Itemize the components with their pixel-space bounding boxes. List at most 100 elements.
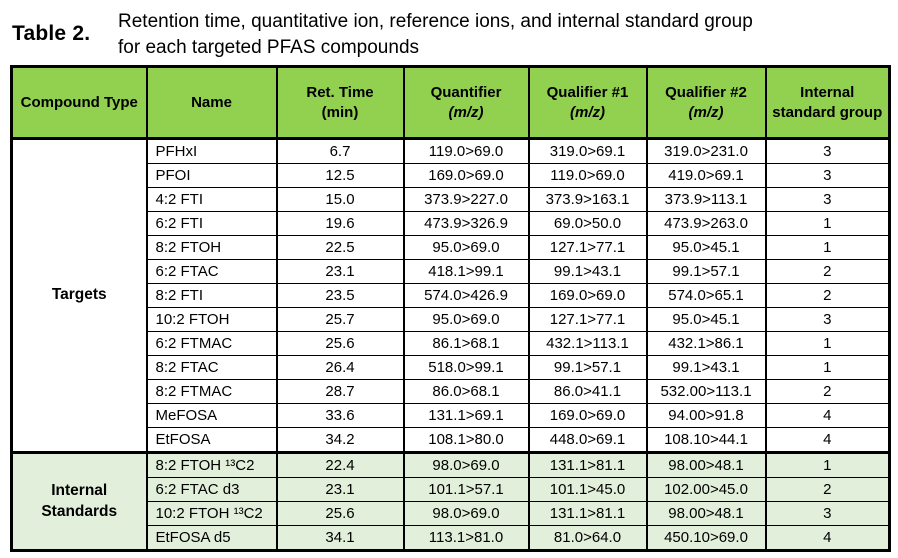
table-row: 8:2 FTMAC 28.7 86.0>68.1 86.0>41.1 532.00>11…	[11, 379, 891, 404]
cell-qualifier-2: 473.9>263.0	[645, 211, 767, 236]
cell-quantifier: 119.0>69.0	[402, 138, 530, 164]
table-row: 6:2 FTAC 23.1 418.1>99.1 99.1>43.1 99.1>57.1…	[11, 259, 891, 284]
cell-quantifier: 98.0>69.0	[402, 451, 530, 478]
table-number-label: Table 2.	[12, 22, 91, 45]
cell-qualifier-2: 98.00>48.1	[645, 501, 767, 526]
cell-qualifier-2: 98.00>48.1	[645, 451, 767, 478]
cell-quantifier: 169.0>69.0	[402, 163, 530, 188]
cell-is-group: 2	[764, 283, 891, 308]
cell-ret-time: 6.7	[275, 138, 405, 164]
cell-qualifier-2: 319.0>231.0	[645, 138, 767, 164]
cell-ret-time: 33.6	[275, 403, 405, 428]
col-header-qualifier-2: Qualifier #2 (m/z)	[645, 66, 767, 140]
col-header-qualifier-1: Qualifier #1 (m/z)	[527, 66, 648, 140]
cell-qualifier-2: 108.10>44.1	[645, 427, 767, 453]
cell-name: 4:2 FTI	[145, 187, 278, 212]
col-header-label: Qualifier #2	[665, 84, 747, 101]
cell-ret-time: 12.5	[275, 163, 405, 188]
cell-is-group: 3	[764, 163, 891, 188]
cell-name: 10:2 FTOH ¹³C2	[145, 501, 278, 526]
cell-qualifier-2: 373.9>113.1	[645, 187, 767, 212]
col-header-sublabel: (min)	[321, 103, 359, 121]
cell-ret-time: 22.4	[275, 451, 405, 478]
cell-qualifier-2: 102.00>45.0	[645, 477, 767, 502]
cell-is-group: 1	[764, 451, 891, 478]
cell-quantifier: 86.1>68.1	[402, 331, 530, 356]
cell-quantifier: 418.1>99.1	[402, 259, 530, 284]
cell-name: PFHxI	[145, 138, 278, 164]
table-row: EtFOSA d5 34.1 113.1>81.0 81.0>64.0 450.10>6…	[11, 525, 891, 551]
col-header-sublabel: (m/z)	[570, 103, 605, 121]
table-header: Compound Type Name Ret. Time (min) Quantifie…	[10, 66, 891, 140]
cell-qualifier-1: 169.0>69.0	[527, 403, 648, 428]
cell-qualifier-1: 119.0>69.0	[527, 163, 648, 188]
table-row: 6:2 FTMAC 25.6 86.1>68.1 432.1>113.1 432.1>8…	[11, 331, 891, 356]
cell-quantifier: 101.1>57.1	[402, 477, 530, 502]
cell-qualifier-1: 432.1>113.1	[527, 331, 648, 356]
cell-qualifier-2: 532.00>113.1	[645, 379, 767, 404]
cell-quantifier: 131.1>69.1	[402, 403, 530, 428]
cell-ret-time: 23.1	[275, 477, 405, 502]
cell-ret-time: 22.5	[275, 235, 405, 260]
cell-name: 8:2 FTI	[145, 283, 278, 308]
cell-name: MeFOSA	[145, 403, 278, 428]
col-header-is-group: Internal standard group	[764, 66, 891, 140]
cell-is-group: 4	[764, 403, 891, 428]
cell-is-group: 2	[764, 259, 891, 284]
cell-qualifier-2: 432.1>86.1	[645, 331, 767, 356]
cell-quantifier: 108.1>80.0	[402, 427, 530, 453]
table-row: MeFOSA 33.6 131.1>69.1 169.0>69.0 94.00>91.8…	[11, 403, 891, 428]
table-row: 4:2 FTI 15.0 373.9>227.0 373.9>163.1 373.9>1…	[11, 187, 891, 212]
cell-ret-time: 25.7	[275, 307, 405, 332]
cell-is-group: 4	[764, 525, 891, 551]
cell-quantifier: 373.9>227.0	[402, 187, 530, 212]
cell-name: 8:2 FTOH	[145, 235, 278, 260]
table-row: 6:2 FTAC d3 23.1 101.1>57.1 101.1>45.0 102.0…	[11, 477, 891, 502]
cell-ret-time: 15.0	[275, 187, 405, 212]
cell-is-group: 1	[764, 355, 891, 380]
table-row: Targets PFHxI 6.7 119.0>69.0 319.0>69.1 319.0…	[10, 138, 891, 453]
cell-qualifier-1: 101.1>45.0	[527, 477, 648, 502]
cell-name: 6:2 FTAC d3	[145, 477, 278, 502]
cell-is-group: 4	[764, 427, 891, 453]
cell-qualifier-1: 448.0>69.1	[527, 427, 648, 453]
cell-is-group: 3	[764, 307, 891, 332]
cell-qualifier-1: 99.1>57.1	[527, 355, 648, 380]
cell-is-group: 1	[764, 211, 891, 236]
table-row: 8:2 FTAC 26.4 518.0>99.1 99.1>57.1 99.1>43.1…	[11, 355, 891, 380]
cell-name: PFOI	[145, 163, 278, 188]
pfas-compounds-table: Compound Type Name Ret. Time (min) Quantifie…	[10, 65, 891, 552]
cell-quantifier: 113.1>81.0	[402, 525, 530, 551]
table-caption-line1: Retention time, quantitative ion, refere…	[118, 11, 753, 32]
cell-name: 8:2 FTOH ¹³C2	[145, 451, 278, 478]
cell-ret-time: 23.5	[275, 283, 405, 308]
cell-qualifier-2: 94.00>91.8	[645, 403, 767, 428]
table-row: Internal Standards 8:2 FTOH ¹³C2 22.4 98.0>…	[10, 451, 891, 551]
cell-qualifier-1: 81.0>64.0	[527, 525, 648, 551]
cell-qualifier-2: 450.10>69.0	[645, 525, 767, 551]
cell-name: EtFOSA d5	[145, 525, 278, 551]
cell-is-group: 3	[764, 138, 891, 164]
cell-quantifier: 98.0>69.0	[402, 501, 530, 526]
cell-name: 8:2 FTMAC	[145, 379, 278, 404]
cell-name: 6:2 FTI	[145, 211, 278, 236]
col-header-label: Name	[191, 93, 232, 111]
cell-qualifier-1: 69.0>50.0	[527, 211, 648, 236]
cell-is-group: 1	[764, 235, 891, 260]
cell-qualifier-2: 95.0>45.1	[645, 307, 767, 332]
header-row: Compound Type Name Ret. Time (min) Quantifie…	[10, 66, 891, 140]
cell-quantifier: 473.9>326.9	[402, 211, 530, 236]
cell-qualifier-1: 131.1>81.1	[527, 451, 648, 478]
cell-name: 8:2 FTAC	[145, 355, 278, 380]
col-header-quantifier: Quantifier (m/z)	[402, 66, 530, 140]
cell-is-group: 2	[764, 379, 891, 404]
col-header-sublabel: (m/z)	[448, 103, 484, 121]
table-caption-line2: for each targeted PFAS compounds	[118, 37, 420, 58]
cell-qualifier-1: 373.9>163.1	[527, 187, 648, 212]
cell-ret-time: 19.6	[275, 211, 405, 236]
table-row: 10:2 FTOH ¹³C2 25.6 98.0>69.0 131.1>81.1 98.…	[11, 501, 891, 526]
table-body: Targets PFHxI 6.7 119.0>69.0 319.0>69.1 319.0…	[10, 138, 891, 551]
cell-is-group: 3	[764, 187, 891, 212]
col-header-label: Internal standard group	[772, 84, 883, 121]
table-row: EtFOSA 34.2 108.1>80.0 448.0>69.1 108.10>44.…	[11, 427, 891, 453]
